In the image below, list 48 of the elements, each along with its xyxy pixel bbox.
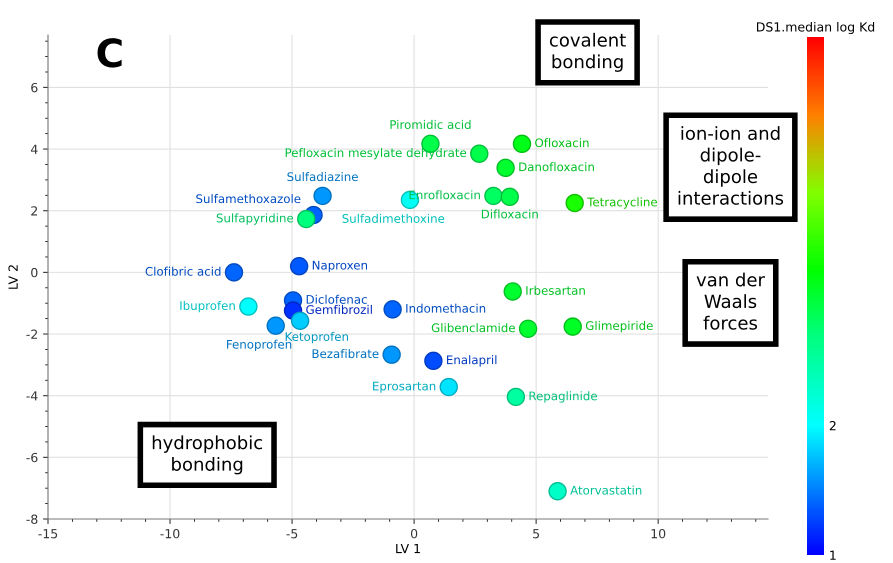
annotation: Sulfapyridine [216, 213, 294, 225]
annotation: ion-ion and dipole- dipole interactions [678, 126, 784, 205]
y-tick-label: -4 [26, 391, 38, 400]
color-bar-label: 1 [830, 550, 836, 560]
annotation: Glibenclamide [432, 323, 515, 332]
annotation: Tetracycline [587, 197, 658, 209]
annotation: Eprosartan [373, 382, 436, 393]
annotation: Diclofenac [306, 294, 367, 304]
annotation: Piromidic acid [390, 120, 470, 130]
annotation: Sulfadiazine [287, 172, 358, 182]
annotation: Pefloxacin mesylate dehydrate [286, 148, 466, 160]
annotation: Ibuprofen [180, 300, 235, 312]
annotation: Irbesartan [526, 286, 585, 295]
color-bar-label: 2 [830, 420, 836, 430]
annotation: Bezafibrate [312, 348, 379, 358]
annotation: Naproxen [312, 260, 368, 272]
y-tick-label: 2 [31, 206, 38, 216]
x-tick-label: -10 [160, 528, 180, 538]
y-axis-title: LV 2 [8, 265, 18, 289]
x-axis-title: LV 1 [396, 544, 420, 554]
y-tick-label: -2 [26, 330, 38, 339]
annotation: Sulfamethoxazole [196, 194, 300, 204]
annotation: Danofloxacin [519, 162, 594, 172]
annotation: hydrophobic bonding [152, 435, 262, 474]
annotation: covalent bonding [550, 32, 626, 72]
annotation: Gemfibrozil [306, 304, 372, 314]
y-tick-label: 6 [31, 82, 38, 92]
y-tick-label: 0 [31, 268, 38, 278]
annotation: Difloxacin [482, 209, 538, 218]
annotation: Enalapril [447, 355, 496, 367]
annotation: Clofibric acid [146, 266, 220, 276]
x-tick-label: -5 [286, 529, 298, 538]
y-tick-label: -6 [26, 452, 38, 462]
annotation: Atorvastatin [570, 486, 642, 495]
annotation: van der Waals forces [696, 272, 765, 330]
x-tick-label: 5 [533, 529, 540, 538]
annotation: Repaglinide [530, 391, 597, 403]
annotation: Glimepiride [586, 320, 653, 332]
x-tick-label: -15 [38, 529, 58, 538]
annotation: C [98, 38, 122, 68]
y-tick-label: 4 [30, 144, 38, 154]
annotation: Sulfadimethoxine [342, 214, 444, 223]
color-bar-title: DS1.median log Kd [756, 22, 874, 34]
y-tick-label: -8 [26, 514, 38, 524]
x-tick-label: 10 [652, 528, 666, 538]
annotation: Ofloxacin [535, 138, 589, 148]
annotation: Indomethacin [406, 304, 486, 313]
x-tick-label: 0 [410, 528, 418, 538]
